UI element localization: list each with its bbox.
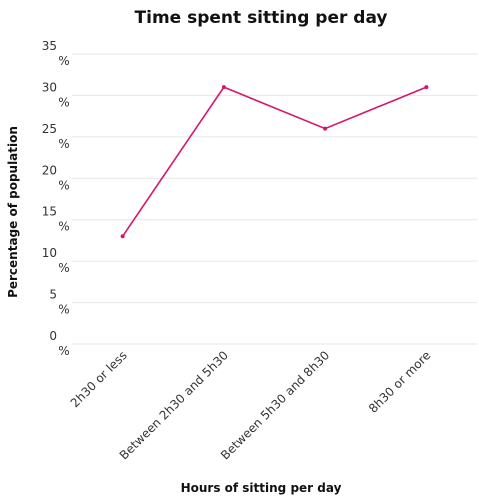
y-tick-unit: % [58, 95, 69, 109]
y-tick-unit: % [58, 54, 69, 68]
data-point [424, 85, 429, 90]
x-axis-title: Hours of sitting per day [181, 481, 342, 495]
x-tick-label: Between 5h30 and 8h30 [218, 348, 332, 462]
y-tick-unit: % [58, 178, 69, 192]
series-line [121, 86, 427, 237]
y-tick-label: 30 [42, 80, 57, 94]
x-tick-label: 8h30 or more [366, 348, 434, 416]
y-tick-unit: % [58, 220, 69, 234]
series [120, 85, 429, 239]
data-point [221, 85, 226, 90]
data-point [120, 234, 125, 239]
y-tick-label: 10 [42, 246, 57, 260]
gridlines [72, 53, 477, 345]
y-tick-unit: % [58, 303, 69, 317]
x-tick-label: 2h30 or less [68, 348, 130, 410]
x-tick-label: Between 2h30 and 5h30 [117, 348, 231, 462]
y-tick-label: 25 [42, 122, 57, 136]
y-tick-label: 5 [49, 288, 57, 302]
y-tick-unit: % [58, 261, 69, 275]
y-tick-label: 0 [49, 329, 57, 343]
y-tick-label: 20 [42, 163, 57, 177]
y-tick-unit: % [58, 137, 69, 151]
y-axis-title: Percentage of population [6, 126, 20, 298]
y-tick-unit: % [58, 344, 69, 358]
data-point [323, 126, 328, 131]
y-tick-label: 15 [42, 205, 57, 219]
y-tick-label: 35 [42, 39, 57, 53]
y-axis-ticks: 0%5%10%15%20%25%30%35% [42, 39, 70, 358]
chart-title: Time spent sitting per day [135, 8, 388, 28]
